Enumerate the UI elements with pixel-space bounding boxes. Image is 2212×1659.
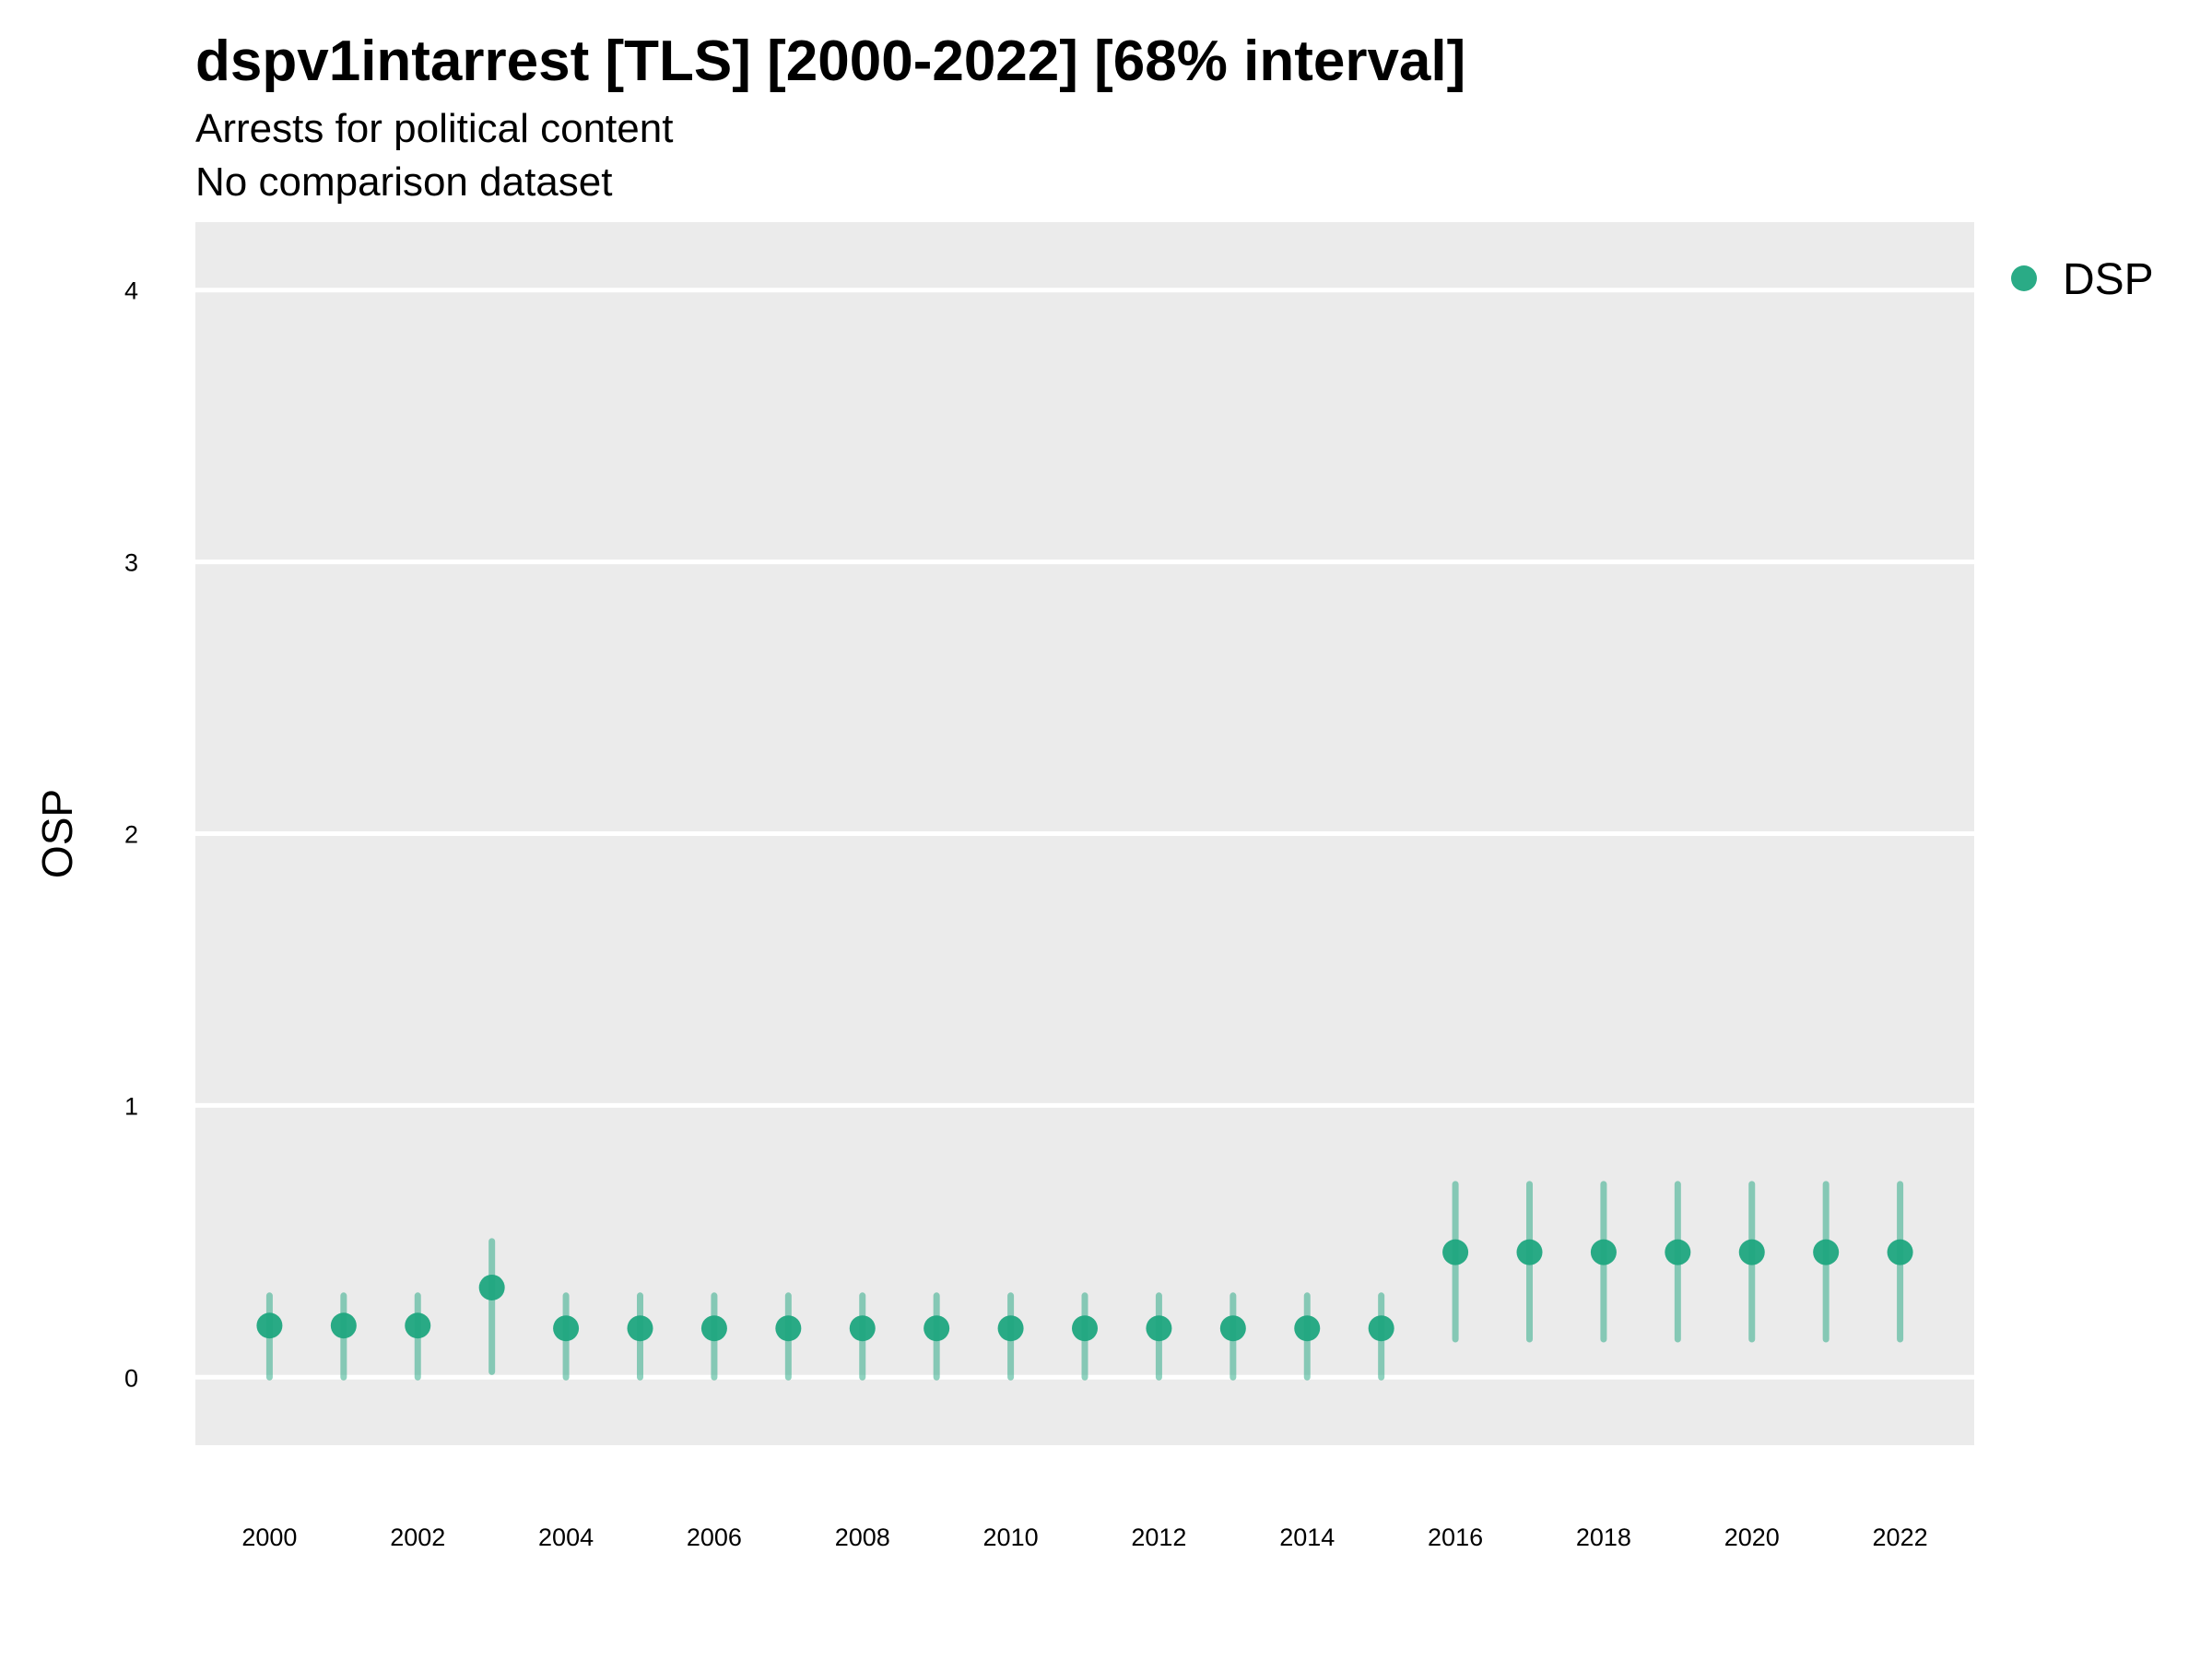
data-point [1738, 1239, 1765, 1265]
x-tick-label: 2022 [1873, 1524, 1928, 1551]
x-tick-label: 2014 [1279, 1524, 1335, 1551]
data-point [1887, 1239, 1913, 1265]
x-tick-label: 2008 [835, 1524, 890, 1551]
data-point [1219, 1315, 1246, 1342]
data-point [775, 1315, 802, 1342]
data-point [700, 1315, 727, 1342]
data-point [1146, 1315, 1172, 1342]
y-axis-ticks: 0 1 2 3 4 [124, 277, 138, 1393]
x-tick-label: 2002 [390, 1524, 445, 1551]
x-tick-label: 2020 [1724, 1524, 1780, 1551]
chart-title: dspv1intarrest [TLS] [2000-2022] [68% in… [195, 29, 1466, 93]
chart-subtitle: Arrests for political content [195, 106, 674, 151]
y-tick-label: 4 [124, 277, 138, 305]
y-axis-label: OSP [33, 789, 81, 878]
data-point [330, 1312, 357, 1339]
legend-label-dsp: DSP [2063, 255, 2154, 304]
legend: DSP [2011, 255, 2154, 304]
y-tick-label: 2 [124, 821, 138, 849]
data-point [1813, 1239, 1840, 1265]
y-tick-label: 3 [124, 549, 138, 577]
data-point [924, 1315, 950, 1342]
data-points [256, 1239, 1913, 1342]
data-point [1516, 1239, 1543, 1265]
y-tick-label: 0 [124, 1364, 138, 1392]
data-point [478, 1274, 505, 1300]
data-point [1665, 1239, 1691, 1265]
data-point [849, 1315, 876, 1342]
data-point [405, 1312, 431, 1339]
x-tick-label: 2004 [538, 1524, 594, 1551]
data-point [1294, 1315, 1321, 1342]
x-tick-label: 2018 [1576, 1524, 1631, 1551]
data-point [1590, 1239, 1617, 1265]
data-point [1072, 1315, 1098, 1342]
chart-subtitle-comparison: No comparison dataset [195, 159, 613, 205]
x-axis-ticks: 2000 2002 2004 2006 2008 2010 2012 2014 2016 2018… [241, 1524, 1927, 1551]
x-tick-label: 2006 [687, 1524, 742, 1551]
x-tick-label: 2016 [1428, 1524, 1483, 1551]
data-point [553, 1315, 580, 1342]
data-point [997, 1315, 1024, 1342]
legend-swatch-dsp [2011, 265, 2037, 291]
y-tick-label: 1 [124, 1092, 138, 1120]
data-point [627, 1315, 653, 1342]
data-point [256, 1312, 283, 1339]
data-point [1368, 1315, 1394, 1342]
x-tick-label: 2012 [1131, 1524, 1186, 1551]
x-tick-label: 2000 [241, 1524, 297, 1551]
x-tick-label: 2010 [983, 1524, 1039, 1551]
data-point [1442, 1239, 1469, 1265]
